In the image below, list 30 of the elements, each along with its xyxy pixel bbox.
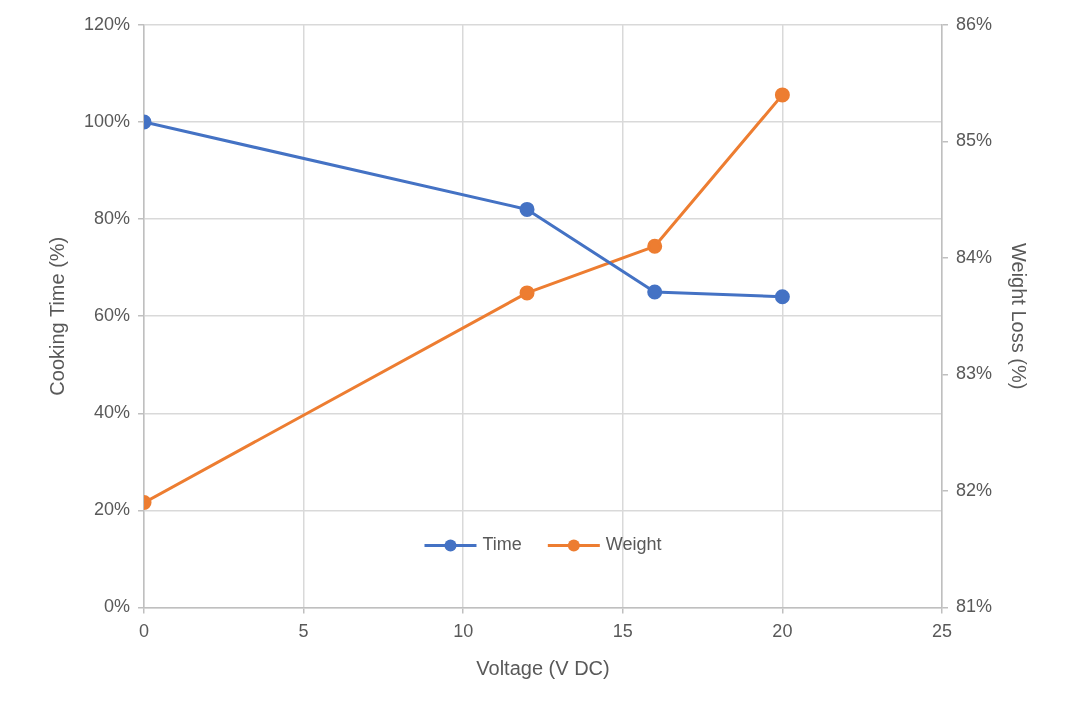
y-tick-label: 20% bbox=[94, 499, 131, 520]
point bbox=[519, 201, 535, 217]
y-tick-label: 80% bbox=[94, 208, 131, 229]
x-tick-label: 5 bbox=[298, 621, 309, 642]
point bbox=[647, 284, 663, 300]
point bbox=[519, 285, 535, 301]
y2-tick-label: 81% bbox=[955, 596, 992, 617]
x-tick-label: 15 bbox=[612, 621, 633, 642]
point bbox=[774, 289, 790, 305]
x-tick-label: 10 bbox=[453, 621, 474, 642]
x-tick-label: 20 bbox=[772, 621, 793, 642]
x-tick-label: 25 bbox=[931, 621, 952, 642]
y2-tick-label: 85% bbox=[955, 130, 992, 151]
x-tick-label: 0 bbox=[139, 621, 150, 642]
legend-label: Weight bbox=[605, 534, 662, 555]
y2-tick-label: 86% bbox=[955, 13, 992, 34]
x-axis-title: Voltage (V DC) bbox=[476, 656, 610, 679]
y-tick-label: 0% bbox=[104, 596, 131, 617]
y-tick-label: 100% bbox=[83, 111, 131, 132]
y-tick-label: 60% bbox=[94, 305, 131, 326]
point bbox=[774, 87, 790, 103]
y2-tick-label: 84% bbox=[955, 246, 992, 267]
legend-label: Time bbox=[482, 534, 522, 555]
y2-tick-label: 82% bbox=[955, 479, 992, 500]
y2-tick-label: 83% bbox=[955, 363, 992, 384]
point bbox=[647, 238, 663, 254]
y-tick-label: 40% bbox=[94, 402, 131, 423]
y2-axis-title: Weight Loss (%) bbox=[1008, 243, 1031, 390]
y-axis-title: Cooking Time (%) bbox=[45, 236, 68, 396]
y-tick-label: 120% bbox=[83, 13, 131, 34]
